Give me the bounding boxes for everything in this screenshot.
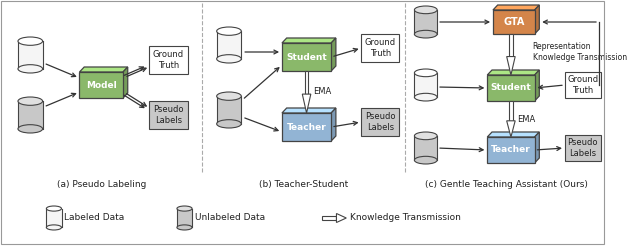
Polygon shape [302,94,311,113]
Bar [148,46,188,74]
Text: Ground
Truth: Ground Truth [365,38,396,58]
Ellipse shape [217,92,241,100]
Ellipse shape [18,97,43,105]
Polygon shape [507,57,515,75]
Text: (c) Gentle Teaching Assistant (Ours): (c) Gentle Teaching Assistant (Ours) [425,180,588,189]
Bar [415,136,437,160]
Bar [415,10,437,34]
Text: Pseudo
Labels: Pseudo Labels [153,105,184,125]
Text: Teacher: Teacher [491,145,531,154]
Text: Ground
Truth: Ground Truth [567,75,598,95]
Bar [565,135,601,161]
Bar [362,34,399,62]
Text: Knowledge Transmission: Knowledge Transmission [350,214,461,222]
Bar [217,96,241,124]
Text: EMA: EMA [518,114,536,123]
Ellipse shape [18,37,43,45]
Text: Student: Student [490,83,531,92]
Bar [415,73,437,97]
Ellipse shape [415,69,437,77]
Ellipse shape [46,206,61,211]
Text: Representation
Knowledge Transmission: Representation Knowledge Transmission [532,42,627,62]
Polygon shape [123,67,128,98]
Ellipse shape [217,120,241,128]
Ellipse shape [18,65,43,73]
Ellipse shape [415,156,437,164]
Bar [148,101,188,129]
Ellipse shape [177,206,192,211]
Text: Pseudo
Labels: Pseudo Labels [568,138,598,158]
Bar [177,209,192,228]
Ellipse shape [46,225,61,230]
Ellipse shape [415,93,437,101]
Bar [322,216,337,220]
Ellipse shape [217,27,241,35]
Text: Ground
Truth: Ground Truth [153,50,184,70]
Text: Pseudo
Labels: Pseudo Labels [365,112,396,132]
Ellipse shape [177,225,192,230]
Polygon shape [534,70,540,101]
Text: GTA: GTA [503,17,524,27]
Text: EMA: EMA [313,88,332,96]
Polygon shape [534,132,540,163]
Polygon shape [487,70,540,75]
Polygon shape [507,121,515,137]
Text: Student: Student [286,52,327,62]
Bar [217,31,241,59]
Bar [493,10,534,34]
Polygon shape [337,214,346,222]
Text: Unlabeled Data: Unlabeled Data [195,214,265,222]
Text: (b) Teacher-Student: (b) Teacher-Student [259,180,348,189]
Bar [362,108,399,136]
Ellipse shape [415,132,437,140]
Polygon shape [282,108,336,113]
Polygon shape [487,132,540,137]
Text: Labeled Data: Labeled Data [65,214,125,222]
Bar [18,41,43,69]
Polygon shape [534,5,540,34]
Polygon shape [493,5,540,10]
Bar [487,75,534,101]
Bar [79,72,123,98]
Bar [509,34,513,57]
Ellipse shape [217,55,241,63]
Text: (a) Pseudo Labeling: (a) Pseudo Labeling [56,180,146,189]
Bar [487,137,534,163]
Polygon shape [331,108,336,141]
Text: Teacher: Teacher [287,123,326,132]
Bar [509,101,513,121]
Bar [282,113,331,141]
Bar [46,209,61,228]
Polygon shape [282,38,336,43]
Ellipse shape [415,6,437,14]
Ellipse shape [18,125,43,133]
Polygon shape [331,38,336,71]
Text: Model: Model [86,80,116,90]
Bar [565,72,601,98]
Ellipse shape [415,30,437,38]
Bar [305,71,308,94]
Polygon shape [79,67,128,72]
Bar [282,43,331,71]
Bar [18,101,43,129]
